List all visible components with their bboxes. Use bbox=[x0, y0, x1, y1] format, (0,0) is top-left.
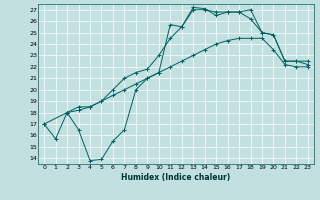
X-axis label: Humidex (Indice chaleur): Humidex (Indice chaleur) bbox=[121, 173, 231, 182]
